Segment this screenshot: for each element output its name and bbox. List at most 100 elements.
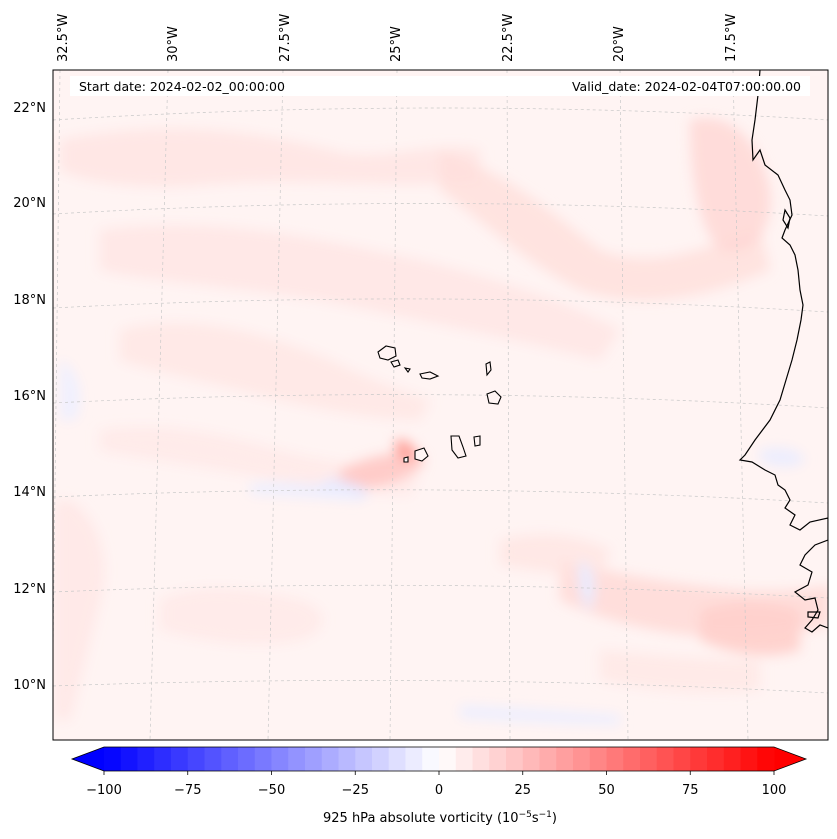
lat-label-20n: 20°N: [13, 196, 46, 211]
colorbar-segment: [171, 747, 189, 771]
lon-label-22-5w: 22.5°W: [501, 14, 516, 62]
header-box: [70, 76, 810, 96]
colorbar-segment: [506, 747, 524, 771]
colorbar-tick-label: −100: [86, 783, 122, 798]
colorbar-extend-max: [774, 747, 806, 771]
parallel-10n: [53, 680, 828, 694]
colorbar-segment: [355, 747, 373, 771]
parallel-22n: [53, 107, 828, 121]
colorbar-segment: [707, 747, 725, 771]
africa-coastline: [738, 70, 828, 633]
lon-label-27-5w: 27.5°W: [278, 14, 293, 62]
valid-date-label: Valid_date: 2024-02-04T07:00:00.00: [572, 79, 801, 94]
colorbar-tick-label: −50: [258, 783, 285, 798]
meridian-22-5w: [506, 70, 511, 740]
colorbar-segment: [539, 747, 557, 771]
island-fogo: [414, 447, 429, 462]
colorbar-segment: [221, 747, 239, 771]
island-sao-vicente: [390, 359, 401, 368]
colorbar: −100 −75 −50 −25 0 25 50 75 100 925 hPa absolute…: [70, 746, 808, 826]
colorbar-segment: [690, 747, 708, 771]
colorbar-ticks: −100 −75 −50 −25 0 25 50 75 100: [86, 771, 786, 798]
colorbar-segment: [271, 747, 289, 771]
colorbar-segment: [606, 747, 624, 771]
island-santa-luzia: [403, 367, 411, 373]
colorbar-tick-label: 0: [435, 783, 443, 798]
colorbar-segment: [723, 747, 741, 771]
lon-label-20w: 20°W: [612, 26, 627, 62]
colorbar-segment: [321, 747, 339, 771]
colorbar-segments: [72, 747, 806, 771]
colorbar-segment: [422, 747, 440, 771]
colorbar-tick-label: −75: [174, 783, 201, 798]
vorticity-field-contours: [55, 118, 828, 725]
colorbar-segment: [439, 747, 457, 771]
island-santiago: [450, 435, 467, 459]
colorbar-segment: [556, 747, 574, 771]
lat-label-16n: 16°N: [13, 389, 46, 404]
colorbar-segment: [673, 747, 691, 771]
colorbar-segment: [388, 747, 406, 771]
island-sao-nicolau: [419, 371, 440, 380]
colorbar-segment: [104, 747, 122, 771]
island-brava: [403, 456, 409, 463]
meridian-30w: [149, 70, 169, 740]
island-maio: [473, 435, 481, 447]
meridian-20w: [619, 70, 629, 740]
meridian-17-5w: [732, 70, 749, 740]
colorbar-segment: [740, 747, 758, 771]
island-sal: [485, 361, 492, 377]
colorbar-segment: [305, 747, 323, 771]
colorbar-segment: [472, 747, 490, 771]
longitude-labels: 32.5°W 30°W 27.5°W 25°W 22.5°W 20°W 17.5…: [56, 14, 739, 62]
meridian-27-5w: [267, 70, 284, 740]
coast-islet: [782, 208, 791, 230]
colorbar-tick-label: 75: [682, 783, 699, 798]
colorbar-segment: [489, 747, 507, 771]
colorbar-segment: [640, 747, 658, 771]
colorbar-segment: [254, 747, 272, 771]
map-frame: [52, 69, 829, 741]
meridian-25w: [389, 70, 398, 740]
island-santo-antao: [377, 345, 397, 361]
colorbar-segment: [623, 747, 641, 771]
colorbar-tick-label: 50: [598, 783, 615, 798]
lat-label-18n: 18°N: [13, 293, 46, 308]
parallel-12n: [53, 584, 828, 599]
lon-label-30w: 30°W: [166, 26, 181, 62]
colorbar-segment: [238, 747, 256, 771]
lon-label-17-5w: 17.5°W: [724, 14, 739, 62]
lat-label-14n: 14°N: [13, 485, 46, 500]
colorbar-segment: [589, 747, 607, 771]
parallel-18n: [53, 298, 828, 313]
colorbar-segment: [187, 747, 205, 771]
latitude-labels: 22°N 20°N 18°N 16°N 14°N 12°N 10°N: [13, 101, 46, 693]
colorbar-segment: [154, 747, 172, 771]
colorbar-segment: [455, 747, 473, 771]
colorbar-tick-label: 100: [762, 783, 787, 798]
colorbar-segment: [338, 747, 356, 771]
colorbar-segment: [522, 747, 540, 771]
coastlines: [738, 70, 828, 633]
colorbar-extend-min: [72, 747, 104, 771]
lon-label-25w: 25°W: [389, 26, 404, 62]
lon-label-32-5w: 32.5°W: [56, 14, 71, 62]
colorbar-segment: [573, 747, 591, 771]
parallel-14n: [53, 489, 828, 504]
lat-label-10n: 10°N: [13, 678, 46, 693]
colorbar-segment: [288, 747, 306, 771]
colorbar-segment: [757, 747, 775, 771]
lat-label-22n: 22°N: [13, 101, 46, 116]
colorbar-tick-label: 25: [514, 783, 531, 798]
colorbar-segment: [204, 747, 222, 771]
bijagos-islands: [807, 611, 821, 619]
colorbar-title: 925 hPa absolute vorticity (10−5s−1): [323, 810, 557, 826]
map-panel: [53, 70, 828, 740]
colorbar-segment: [656, 747, 674, 771]
parallel-20n: [53, 203, 828, 217]
start-date-label: Start date: 2024-02-02_00:00:00: [79, 79, 285, 94]
cape-verde-islands: [377, 345, 502, 463]
colorbar-segment: [405, 747, 423, 771]
colorbar-segment: [120, 747, 138, 771]
